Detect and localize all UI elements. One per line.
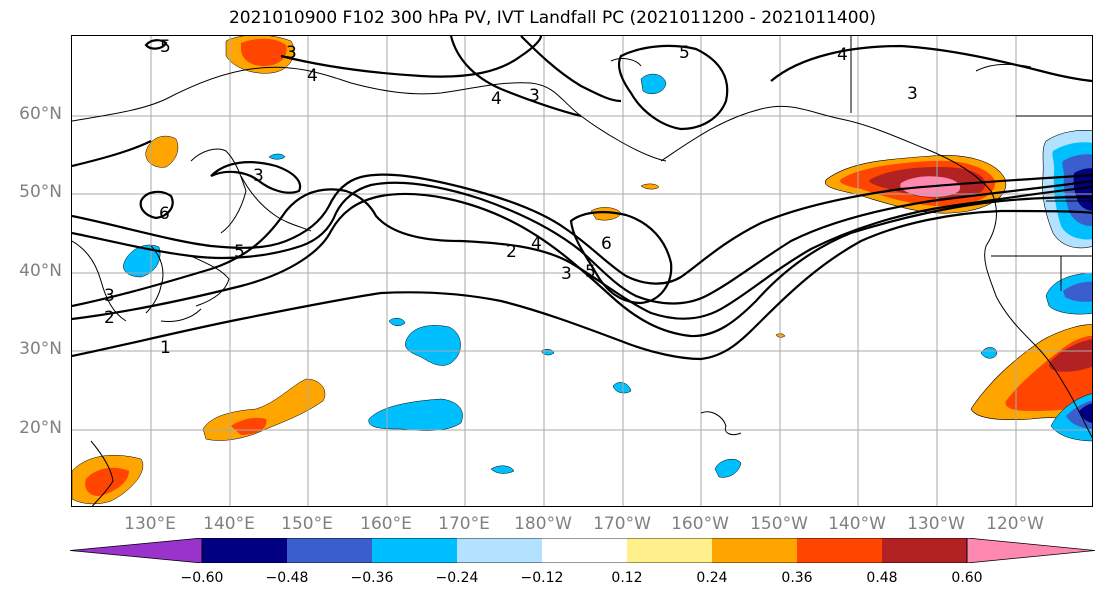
contour-label: 2 [506, 242, 517, 262]
colorbar [70, 538, 1095, 563]
lon-label-150e: 150°E [281, 514, 333, 534]
lon-label-160w: 160°W [671, 514, 729, 534]
contour-label: 3 [561, 264, 572, 284]
map-panel: 5 3 4 5 4 3 4 3 3 6 3 5 2 4 3 5 6 2 1 [71, 35, 1093, 507]
contour-label: 6 [601, 234, 612, 254]
lon-label-140e: 140°E [203, 514, 255, 534]
negative-anomaly-central-2 [368, 398, 463, 431]
pv-contour-arctic-1 [449, 36, 582, 118]
pv-contour-arctic-3 [280, 36, 543, 78]
contour-label: 3 [104, 286, 115, 306]
lat-label-40n: 40°N [19, 261, 62, 281]
pv-contour-bering [617, 44, 729, 131]
pv-contour-small-west [144, 39, 168, 50]
lon-label-140w: 140°W [828, 514, 886, 534]
ivt-shading [72, 36, 1092, 505]
colorbar-bin [202, 538, 287, 563]
colorbar-bin [372, 538, 457, 563]
lon-label-130e: 130°E [124, 514, 176, 534]
contour-label: 3 [907, 84, 918, 104]
chart-title: 2021010900 F102 300 hPa PV, IVT Landfall… [228, 8, 876, 28]
lon-label-160e: 160°E [360, 514, 412, 534]
contour-label: 5 [585, 262, 596, 282]
pv-contour-3 [72, 186, 1092, 320]
lon-label-150w: 150°W [750, 514, 808, 534]
pv-contour-siberia-1 [72, 140, 152, 168]
colorbar-tick: 0.48 [866, 570, 898, 586]
lat-label-60n: 60°N [19, 104, 62, 124]
pv-contour-siberia-2 [139, 190, 174, 220]
pv-contour-2 [72, 192, 1092, 338]
colorbar-bin [542, 538, 627, 563]
colorbar-extend-high [966, 538, 1095, 563]
contour-label: 3 [286, 43, 297, 63]
lon-label-170e: 170°E [438, 514, 490, 534]
colorbar-tick: −0.12 [520, 570, 564, 586]
pv-contour-6 [569, 211, 673, 305]
contour-labels: 5 3 4 5 4 3 4 3 3 6 3 5 2 4 3 5 6 2 1 [104, 37, 918, 358]
pv-contour-5 [72, 173, 1092, 285]
contour-label: 5 [160, 37, 171, 57]
pv-contours [72, 36, 1092, 361]
contour-label: 3 [253, 166, 264, 186]
colorbar-bin [712, 538, 797, 563]
colorbar-tick: −0.60 [180, 570, 224, 586]
pv-contour-arctic-2 [520, 36, 622, 103]
pv-contour-4 [72, 180, 1092, 305]
lon-label-170w: 170°W [593, 514, 651, 534]
lon-label-180w: 180°W [514, 514, 572, 534]
contour-label: 5 [234, 242, 245, 262]
colorbar-bin [627, 538, 712, 563]
negative-anomaly-small-baja [980, 347, 998, 359]
negative-anomaly-bering [640, 73, 667, 94]
colorbar-tick: 0.24 [696, 570, 728, 586]
contour-label: 6 [159, 204, 170, 224]
pv-contour-okhotsk [210, 161, 302, 194]
colorbar-extend-low [70, 538, 203, 563]
pv-contour-1 [72, 209, 1092, 361]
positive-anomaly-central-west [202, 378, 326, 441]
contour-label: 1 [160, 338, 171, 358]
contour-label: 5 [679, 43, 690, 63]
lat-label-30n: 30°N [19, 339, 62, 359]
colorbar-bin [457, 538, 542, 563]
colorbar-tick: −0.36 [350, 570, 394, 586]
contour-label: 3 [529, 86, 540, 106]
colorbar-bin [287, 538, 372, 563]
colorbar-tick: 0.36 [781, 570, 813, 586]
pv-contour-ridge [770, 44, 1092, 82]
negative-anomaly-central-1 [405, 325, 461, 366]
positive-anomaly-okhotsk [145, 135, 179, 168]
colorbar-tick: 0.60 [951, 570, 983, 586]
contour-label: 4 [531, 234, 542, 254]
colorbar-bin [882, 538, 967, 563]
map-canvas: 5 3 4 5 4 3 4 3 3 6 3 5 2 4 3 5 6 2 1 [72, 36, 1092, 506]
colorbar-tick: 0.12 [611, 570, 643, 586]
lat-label-50n: 50°N [19, 182, 62, 202]
lat-label-20n: 20°N [19, 418, 62, 438]
contour-label: 4 [837, 45, 848, 65]
lon-label-120w: 120°W [986, 514, 1044, 534]
contour-label: 4 [491, 89, 502, 109]
colorbar-tick: −0.24 [435, 570, 479, 586]
lon-label-130w: 130°W [907, 514, 965, 534]
colorbar-tick: −0.48 [265, 570, 309, 586]
graticule [72, 36, 1092, 506]
contour-label: 4 [307, 66, 318, 86]
contour-label: 2 [104, 308, 115, 328]
colorbar-bin [797, 538, 882, 563]
